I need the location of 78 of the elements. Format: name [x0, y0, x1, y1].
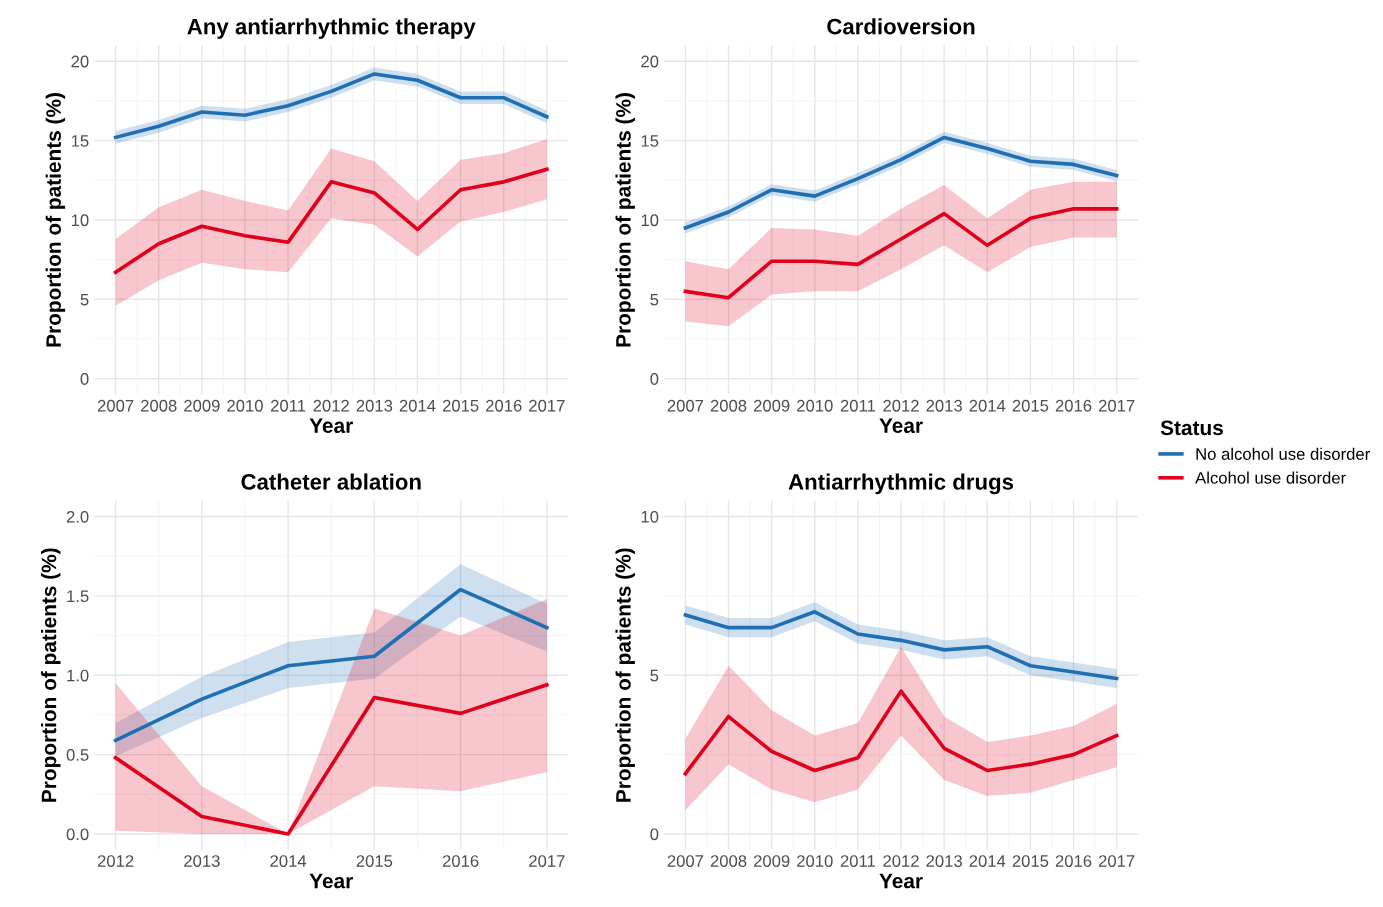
x-tick-label: 2013	[926, 855, 962, 867]
x-tick-label: 2015	[442, 399, 479, 412]
x-tick-label: 2007	[97, 399, 134, 412]
x-tick-label: 2007	[667, 855, 704, 867]
x-tick-label: 2013	[356, 399, 393, 412]
legend-label: Alcohol use disorder	[1195, 471, 1346, 484]
y-tick-label: 1.5	[67, 590, 89, 603]
y-tick-label: 20	[71, 55, 89, 68]
x-tick-label: 2007	[667, 399, 704, 412]
x-tick-label: 2016	[1055, 855, 1092, 867]
line-series	[683, 609, 1119, 681]
y-tick-label: 0	[80, 373, 89, 385]
x-axis-title: Year	[309, 873, 353, 889]
y-tick-label: 15	[71, 135, 89, 147]
y-tick-label: 5	[650, 669, 659, 682]
x-axis-title: Year	[309, 418, 353, 434]
x-tick-label: 2015	[356, 855, 393, 867]
line-series	[683, 207, 1119, 300]
x-tick-label: 2017	[529, 855, 565, 867]
x-tick-label: 2008	[141, 399, 177, 412]
chart-title: Any antiarrhythmic therapy	[187, 18, 476, 39]
x-tick-label: 2008	[710, 855, 747, 867]
y-tick-label: 0	[650, 828, 659, 841]
y-tick-label: 5	[80, 293, 89, 306]
x-tick-label: 2008	[710, 399, 747, 412]
y-axis-title: Proportion of patients (%)	[615, 93, 635, 347]
chart-title: Cardioversion	[827, 18, 975, 35]
x-tick-label: 2013	[926, 399, 962, 412]
y-tick-label: 10	[71, 214, 89, 227]
x-tick-label: 2010	[227, 399, 263, 412]
y-tick-label: 20	[641, 55, 659, 68]
x-tick-label: 2012	[883, 855, 919, 867]
x-tick-label: 2014	[270, 855, 307, 867]
y-tick-label: 5	[650, 293, 659, 306]
y-axis-title: Proportion of patients (%)	[45, 93, 66, 347]
x-tick-label: 2017	[1098, 399, 1135, 412]
x-tick-label: 2009	[753, 855, 790, 867]
x-tick-label: 2013	[184, 855, 220, 867]
chart-title: Catheter ablation	[241, 473, 421, 490]
x-tick-label: 2009	[753, 399, 790, 412]
x-tick-label: 2015	[1012, 399, 1049, 412]
x-tick-label: 2012	[883, 399, 919, 412]
y-tick-label: 10	[641, 510, 659, 523]
line-series	[113, 682, 549, 836]
y-tick-label: 2.0	[66, 510, 89, 523]
x-tick-label: 2017	[1098, 855, 1135, 867]
y-tick-label: 0	[650, 373, 659, 385]
line-series	[113, 587, 549, 743]
y-tick-label: 15	[641, 135, 659, 147]
line-series	[683, 689, 1119, 776]
line-series	[113, 167, 549, 275]
x-tick-label: 2009	[184, 399, 220, 412]
y-axis-title: Proportion of patients (%)	[615, 548, 635, 802]
y-tick-label: 10	[641, 214, 659, 227]
x-tick-label: 2012	[97, 855, 134, 867]
y-tick-label: 0.0	[66, 828, 89, 841]
x-tick-label: 2011	[271, 399, 306, 412]
legend-label: No alcohol use disorder	[1196, 447, 1370, 460]
x-tick-label: 2010	[797, 399, 833, 412]
x-tick-label: 2016	[1055, 399, 1092, 412]
x-tick-label: 2014	[969, 399, 1006, 412]
x-tick-label: 2011	[840, 399, 876, 412]
chart-title: Antiarrhythmic drugs	[788, 473, 1014, 495]
y-tick-label: 0.5	[66, 749, 89, 761]
x-axis-title: Year	[879, 873, 923, 889]
x-tick-label: 2014	[969, 855, 1006, 867]
y-tick-label: 1.0	[67, 669, 89, 682]
y-axis-title: Proportion of patients (%)	[41, 548, 61, 802]
x-tick-label: 2016	[486, 399, 522, 412]
x-tick-label: 2017	[529, 399, 565, 412]
x-tick-label: 2016	[442, 855, 479, 867]
x-tick-label: 2011	[840, 855, 876, 867]
x-tick-label: 2015	[1012, 855, 1049, 867]
x-tick-label: 2010	[797, 855, 833, 867]
x-axis-title: Year	[879, 418, 923, 434]
x-tick-label: 2012	[313, 399, 349, 412]
legend-title: Status	[1160, 420, 1223, 436]
x-tick-label: 2014	[399, 399, 436, 412]
